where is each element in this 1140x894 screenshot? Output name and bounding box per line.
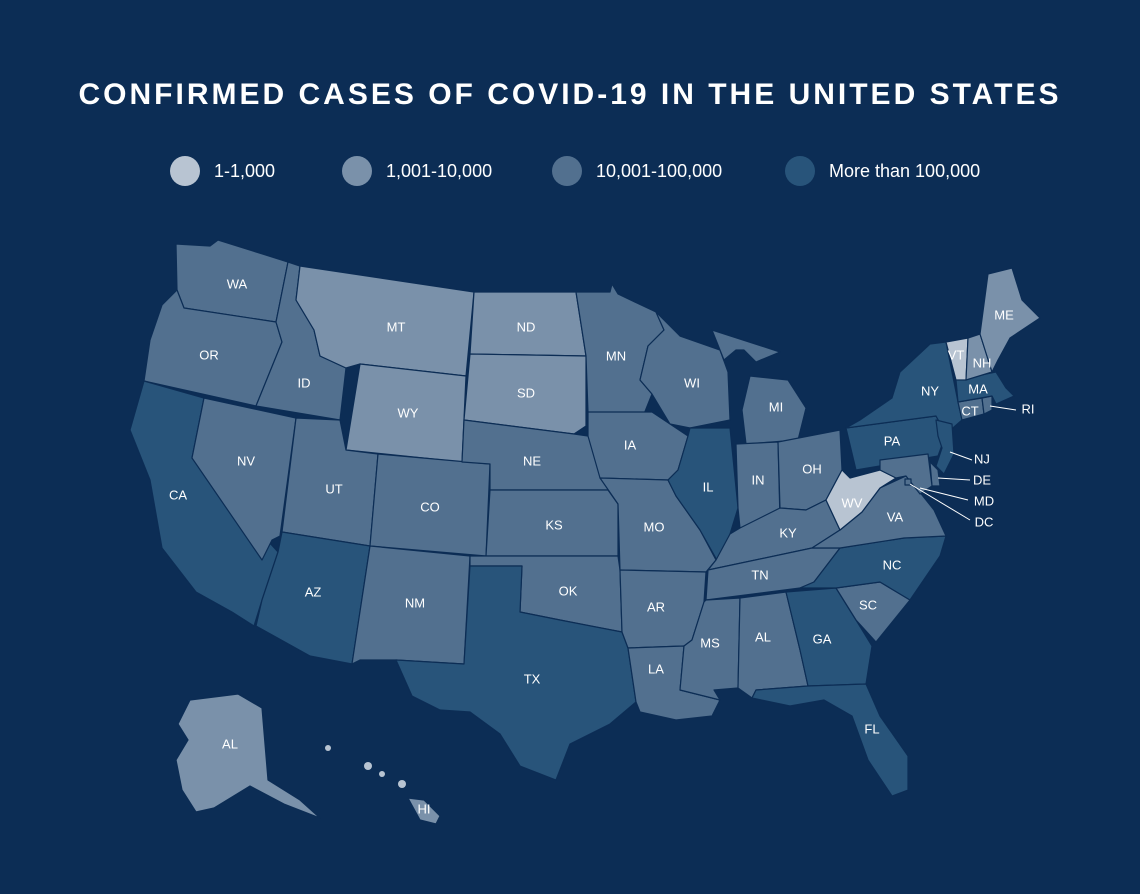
legend-label: 1-1,000 xyxy=(214,160,276,181)
label-wy: WY xyxy=(398,405,419,420)
state-fl[interactable] xyxy=(751,683,909,797)
legend-item-more-than-100000: More than 100,000 xyxy=(785,156,980,186)
legend-label: 10,001-100,000 xyxy=(596,160,723,181)
label-mo: MO xyxy=(644,519,665,534)
state-wv[interactable] xyxy=(825,469,897,531)
state-sd[interactable] xyxy=(463,353,587,435)
label-ks: KS xyxy=(545,517,563,532)
label-nh: NH xyxy=(973,355,992,370)
state-md[interactable] xyxy=(879,453,933,495)
label-ga: GA xyxy=(813,631,832,646)
label-ky: KY xyxy=(779,525,797,540)
state-nj[interactable] xyxy=(935,419,955,475)
label-ok: OK xyxy=(559,583,578,598)
legend-item-10001-100000: 10,001-100,000 xyxy=(552,156,722,186)
state-ny[interactable] xyxy=(845,341,963,435)
label-tx: TX xyxy=(524,671,541,686)
legend-label: 1,001-10,000 xyxy=(386,160,493,181)
label-id: ID xyxy=(298,375,311,390)
legend-swatch xyxy=(552,156,582,186)
state-tx[interactable] xyxy=(395,565,637,781)
label-nd: ND xyxy=(517,319,536,334)
label-de: DE xyxy=(973,472,991,487)
label-wv: WV xyxy=(842,495,863,510)
label-nm: NM xyxy=(405,595,425,610)
label-in: IN xyxy=(752,472,765,487)
leader-nj xyxy=(949,451,973,461)
state-ks[interactable] xyxy=(485,489,619,557)
legend-item-1001-10000: 1,001-10,000 xyxy=(342,156,492,186)
label-ct: CT xyxy=(961,403,978,418)
label-nj: NJ xyxy=(974,451,990,466)
label-az: AZ xyxy=(305,584,322,599)
hawaii-islet xyxy=(364,762,372,770)
label-dc: DC xyxy=(975,514,994,529)
label-or: OR xyxy=(199,347,219,362)
leader-dc xyxy=(909,483,971,521)
label-oh: OH xyxy=(802,461,822,476)
state-wi[interactable] xyxy=(639,311,731,429)
label-md: MD xyxy=(974,493,994,508)
label-fl: FL xyxy=(864,721,879,736)
label-ma: MA xyxy=(968,381,988,396)
label-wi: WI xyxy=(684,375,700,390)
label-il: IL xyxy=(703,479,714,494)
legend-swatch xyxy=(170,156,200,186)
label-al: AL xyxy=(755,629,771,644)
legend-item-1-1000: 1-1,000 xyxy=(170,156,275,186)
state-ak[interactable] xyxy=(175,693,321,819)
label-ar: AR xyxy=(647,599,665,614)
label-ca: CA xyxy=(169,487,187,502)
state-hi[interactable] xyxy=(407,797,441,825)
legend-label: More than 100,000 xyxy=(829,160,981,181)
leader-de xyxy=(937,477,971,481)
legend-swatch xyxy=(342,156,372,186)
hawaii-islet xyxy=(325,745,331,751)
label-mt: MT xyxy=(387,319,406,334)
label-sd: SD xyxy=(517,385,535,400)
label-ms: MS xyxy=(700,635,720,650)
label-tn: TN xyxy=(751,567,768,582)
label-co: CO xyxy=(420,499,440,514)
label-ne: NE xyxy=(523,453,541,468)
label-ri: RI xyxy=(1022,401,1035,416)
legend: 1-1,000 1,001-10,000 10,001-100,000 More… xyxy=(170,156,990,186)
state-me[interactable] xyxy=(979,267,1041,373)
label-wa: WA xyxy=(227,276,248,291)
label-va: VA xyxy=(887,509,904,524)
label-ny: NY xyxy=(921,383,939,398)
label-nv: NV xyxy=(237,453,255,468)
label-ak: AL xyxy=(222,736,238,751)
label-mn: MN xyxy=(606,348,626,363)
label-nc: NC xyxy=(883,557,902,572)
state-ma[interactable] xyxy=(955,371,1015,405)
label-mi: MI xyxy=(769,399,783,414)
label-vt: VT xyxy=(948,347,965,362)
label-la: LA xyxy=(648,661,664,676)
label-sc: SC xyxy=(859,597,877,612)
label-ut: UT xyxy=(325,481,342,496)
state-mt[interactable] xyxy=(295,265,475,377)
label-pa: PA xyxy=(884,433,901,448)
state-il[interactable] xyxy=(667,427,739,563)
leader-md xyxy=(919,487,969,501)
label-ia: IA xyxy=(624,437,637,452)
label-hi: HI xyxy=(418,801,431,816)
label-me: ME xyxy=(994,307,1014,322)
hawaii-islet xyxy=(398,780,406,788)
state-ri[interactable] xyxy=(981,395,993,415)
legend-swatch xyxy=(785,156,815,186)
state-labels: WA OR CA ID NV MT WY UT AZ CO NM ND SD N… xyxy=(169,276,1035,816)
map-title: CONFIRMED CASES OF COVID-19 IN THE UNITE… xyxy=(78,78,1062,111)
hawaii-islet xyxy=(379,771,385,777)
leader-ri xyxy=(989,405,1017,411)
